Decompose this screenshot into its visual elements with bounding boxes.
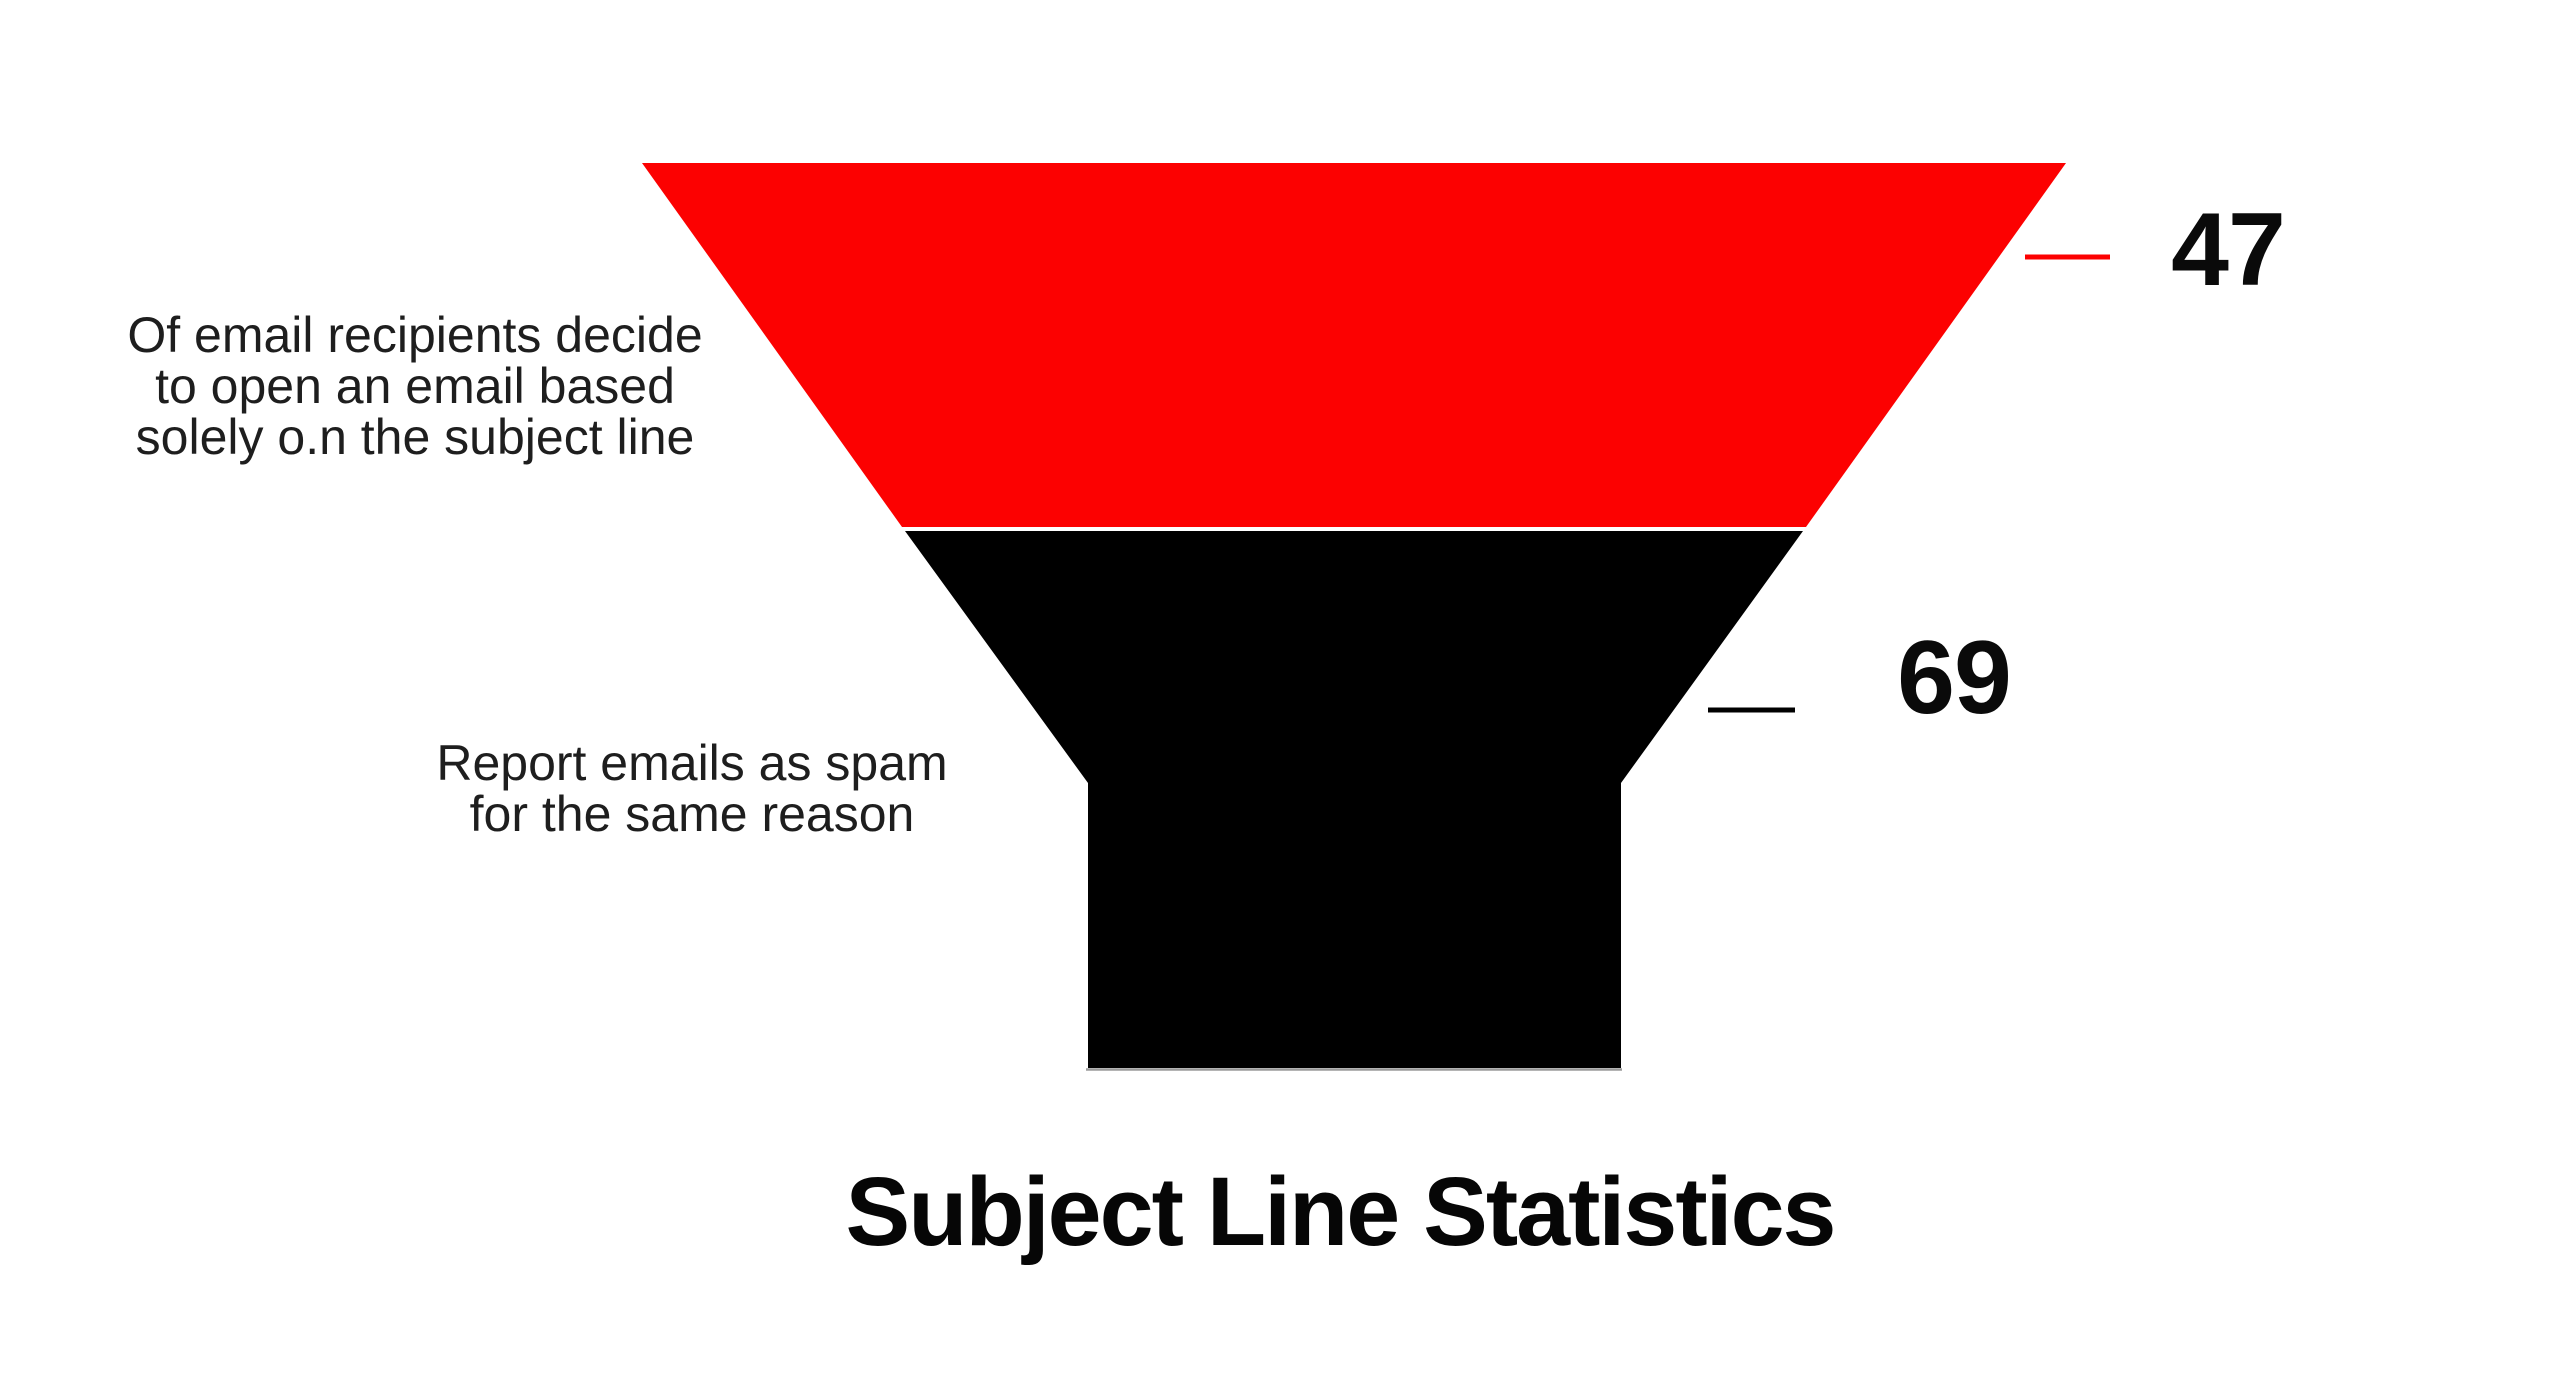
stage-1-value: 47 [2171, 192, 2286, 308]
stage-2-value: 69 [1897, 620, 2012, 736]
funnel-stage-1-shape [642, 163, 2066, 527]
stage-1-description-line-2: to open an email based [155, 358, 675, 414]
stage-2-description: Report emails as spam for the same reaso… [436, 738, 947, 840]
stage-2-description-line-1: Report emails as spam [436, 735, 948, 791]
stage-1-description-line-3: solely o.n the subject line [135, 409, 695, 465]
stage-1-description-line-1: Of email recipients decide [127, 307, 703, 363]
stage-1-description: Of email recipients decide to open an em… [127, 310, 702, 463]
stage-2-description-line-2: for the same reason [469, 786, 915, 842]
funnel-stage-2-shape [905, 531, 1803, 1068]
chart-title: Subject Line Statistics [845, 1157, 1837, 1266]
